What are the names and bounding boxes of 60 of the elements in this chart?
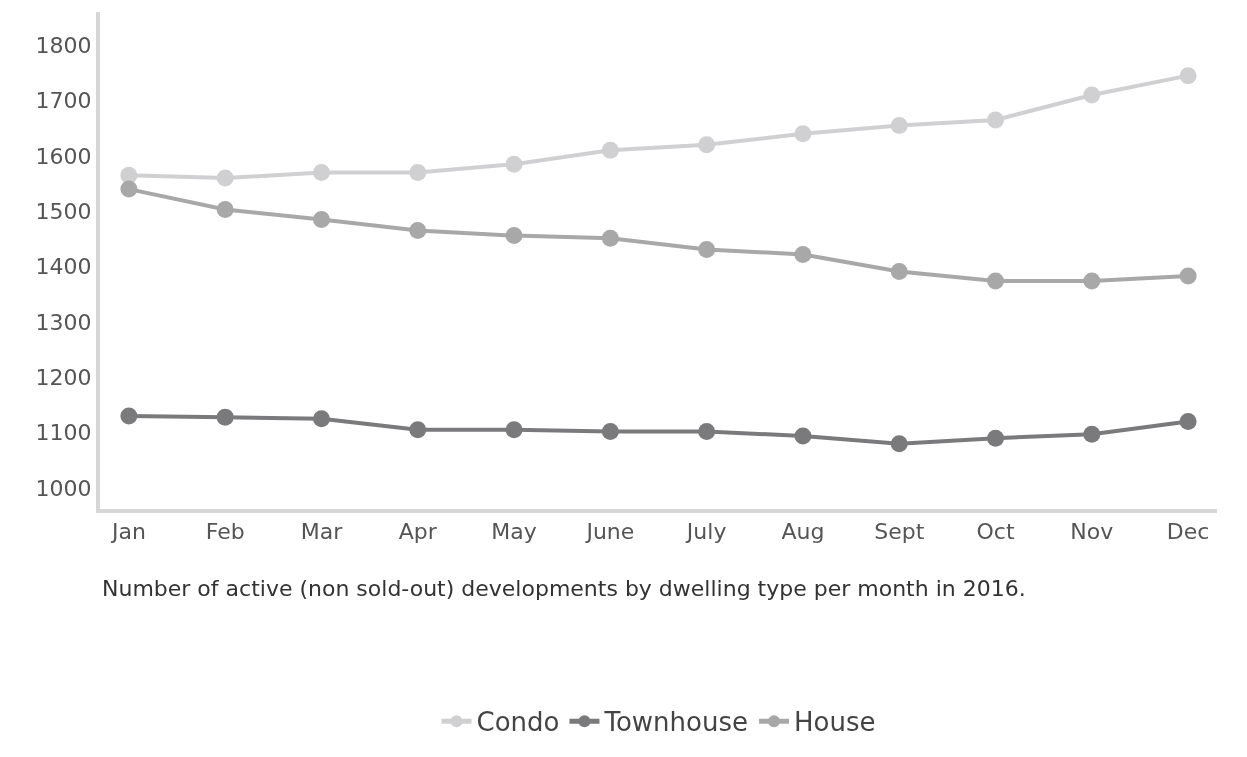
- y-tick-label: 1500: [35, 198, 92, 224]
- point: [698, 240, 716, 258]
- point: [216, 408, 234, 426]
- x-tick-label: Aug: [781, 519, 825, 545]
- y-tick-label: 1800: [35, 32, 92, 58]
- x-tick-label: Dec: [1166, 519, 1210, 545]
- point: [1083, 86, 1101, 104]
- point: [601, 229, 619, 247]
- point: [1179, 67, 1197, 85]
- x-tick-label: May: [491, 519, 537, 545]
- x-tick-label: Sept: [874, 519, 925, 545]
- x-tick-label: Feb: [205, 519, 245, 545]
- point: [987, 429, 1005, 447]
- point: [1083, 425, 1101, 443]
- point: [601, 141, 619, 159]
- y-tick-label: 1700: [35, 88, 92, 114]
- x-tick-label: Oct: [976, 519, 1015, 545]
- point: [794, 427, 812, 445]
- point: [601, 423, 619, 441]
- point: [120, 180, 138, 198]
- point: [409, 164, 427, 181]
- y-tick-label: 1000: [35, 475, 92, 501]
- y-tick-label: 1400: [35, 254, 92, 280]
- point: [409, 421, 427, 439]
- x-tick-label: Apr: [398, 519, 438, 545]
- point: [216, 201, 234, 219]
- legend-label: Condo: [476, 707, 560, 738]
- point: [987, 111, 1005, 129]
- point: [1083, 272, 1101, 290]
- point: [505, 155, 523, 173]
- point: [794, 125, 812, 143]
- point: [794, 245, 812, 263]
- point: [890, 263, 908, 281]
- y-tick-label: 1200: [35, 364, 92, 390]
- y-tick-label: 1600: [35, 143, 92, 169]
- legend-label: Townhouse: [603, 707, 748, 738]
- point: [987, 272, 1005, 290]
- point: [409, 222, 427, 240]
- point: [1179, 413, 1197, 431]
- point: [216, 169, 234, 187]
- y-tick-label: 1300: [35, 309, 92, 335]
- point: [312, 164, 330, 181]
- point: [698, 136, 716, 154]
- text: Number of active (non sold-out) developments by dwelling type per month in 2016.: [102, 576, 1026, 601]
- point: [120, 407, 138, 425]
- y-tick-label: 1100: [35, 420, 92, 446]
- x-tick-label: June: [584, 519, 635, 545]
- point: [890, 116, 908, 134]
- x-tick-label: Mar: [300, 519, 344, 545]
- point: [1179, 267, 1197, 285]
- x-tick-label: July: [684, 519, 727, 545]
- legend-label: House: [793, 707, 876, 738]
- point: [890, 435, 908, 453]
- point: [698, 423, 716, 441]
- point: [505, 227, 523, 245]
- point: [312, 211, 330, 229]
- point: [505, 421, 523, 439]
- x-tick-label: Nov: [1070, 519, 1114, 545]
- x-tick-label: Jan: [109, 519, 146, 545]
- point: [312, 410, 330, 428]
